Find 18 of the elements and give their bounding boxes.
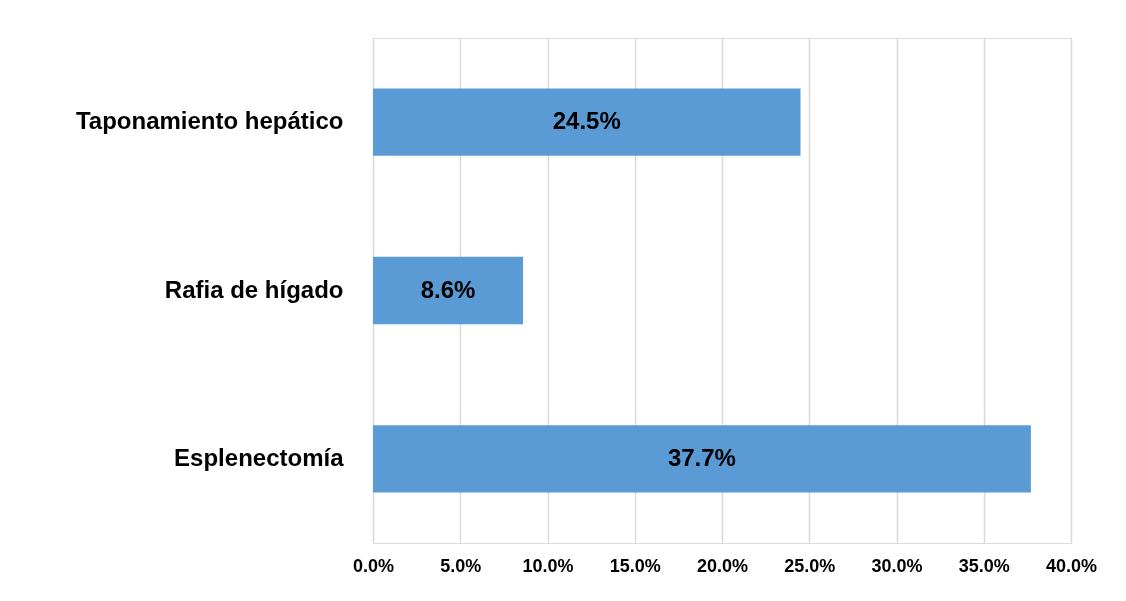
y-tick-label: Rafia de hígado	[164, 275, 344, 303]
x-tick-label: 20.0%	[696, 555, 749, 576]
x-tick-label: 5.0%	[440, 555, 482, 576]
y-tick-label: Taponamiento hepático	[75, 107, 344, 135]
x-tick-label: 35.0%	[958, 555, 1010, 576]
x-tick-label: 10.0%	[522, 555, 574, 576]
x-tick-label: 30.0%	[871, 555, 923, 576]
bar	[373, 256, 524, 325]
bar	[373, 88, 801, 156]
data-label: 24.5%	[552, 107, 621, 135]
data-label: 37.7%	[667, 443, 736, 471]
x-tick-label: 40.0%	[1045, 555, 1098, 576]
y-tick-label: Esplenectomía	[174, 443, 345, 471]
x-tick-label: 15.0%	[609, 555, 661, 576]
x-tick-label: 25.0%	[784, 555, 836, 576]
bar	[373, 425, 1031, 493]
x-tick-label: 0.0%	[352, 555, 395, 576]
data-label: 8.6%	[420, 275, 476, 303]
